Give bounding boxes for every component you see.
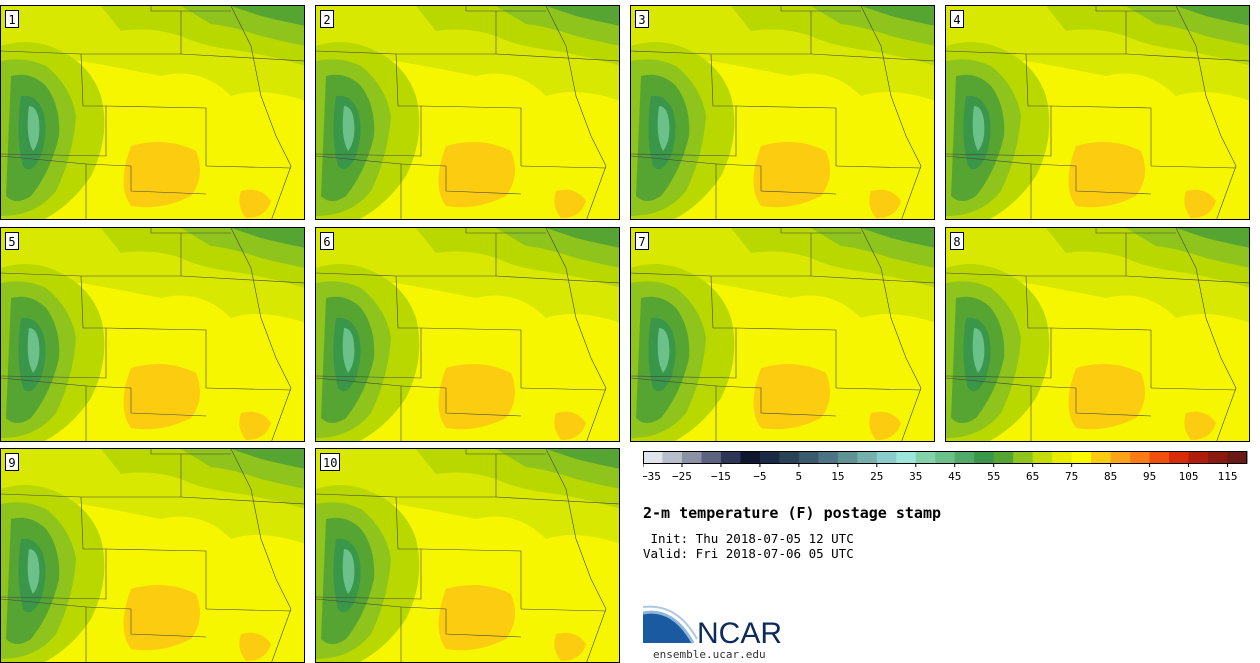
member-number-label: 10 bbox=[320, 453, 341, 471]
ncar-logo: NCAR bbox=[643, 605, 782, 647]
colorbar-tick-label: 25 bbox=[870, 470, 883, 483]
colorbar-tick-label: −25 bbox=[672, 470, 692, 483]
ensemble-member-panel: 8 bbox=[945, 227, 1250, 442]
colorbar-tick-label: 15 bbox=[831, 470, 844, 483]
member-number-label: 1 bbox=[5, 10, 19, 28]
colorbar-segment bbox=[818, 451, 839, 464]
colorbar-tick-label: 35 bbox=[909, 470, 922, 483]
colorbar-segment bbox=[1227, 451, 1248, 464]
ensemble-member-panel: 3 bbox=[630, 5, 935, 220]
colorbar-segment bbox=[720, 451, 741, 464]
colorbar-segment bbox=[1013, 451, 1034, 464]
site-url: ensemble.ucar.edu bbox=[653, 648, 766, 661]
colorbar-tick-label: 85 bbox=[1104, 470, 1117, 483]
colorbar-tick-label: −15 bbox=[711, 470, 731, 483]
ensemble-member-panel: 7 bbox=[630, 227, 935, 442]
temperature-colorbar: −35 −25 −15 −5 5 15 25 35 45 55 65 75 85 95 105 115 bbox=[643, 451, 1248, 483]
colorbar-segment bbox=[1071, 451, 1092, 464]
colorbar-segment bbox=[1149, 451, 1170, 464]
chart-title: 2-m temperature (F) postage stamp bbox=[643, 504, 942, 522]
colorbar-segment bbox=[759, 451, 780, 464]
colorbar-segment bbox=[876, 451, 897, 464]
colorbar-tick-label: 105 bbox=[1179, 470, 1199, 483]
colorbar-tick-label: 95 bbox=[1143, 470, 1156, 483]
member-number-label: 8 bbox=[950, 232, 964, 250]
init-time: Init: Thu 2018-07-05 12 UTC bbox=[643, 531, 854, 546]
ensemble-member-panel: 10 bbox=[315, 448, 620, 663]
colorbar-segment bbox=[954, 451, 975, 464]
colorbar-segment bbox=[974, 451, 995, 464]
member-number-label: 9 bbox=[5, 453, 19, 471]
member-number-label: 6 bbox=[320, 232, 334, 250]
colorbar-tick-label: 5 bbox=[796, 470, 803, 483]
member-number-label: 7 bbox=[635, 232, 649, 250]
valid-time: Valid: Fri 2018-07-06 05 UTC bbox=[643, 546, 854, 561]
ensemble-member-panel: 1 bbox=[0, 5, 305, 220]
colorbar-segment bbox=[1208, 451, 1229, 464]
colorbar-segment bbox=[701, 451, 722, 464]
colorbar-tick-label: 45 bbox=[948, 470, 961, 483]
colorbar-segment bbox=[1188, 451, 1209, 464]
colorbar-segment bbox=[993, 451, 1014, 464]
colorbar-segment bbox=[837, 451, 858, 464]
member-number-label: 4 bbox=[950, 10, 964, 28]
colorbar-segment bbox=[896, 451, 917, 464]
colorbar-tick-label: 115 bbox=[1218, 470, 1238, 483]
ensemble-member-panel: 9 bbox=[0, 448, 305, 663]
colorbar-segment bbox=[643, 451, 663, 464]
colorbar-segment bbox=[779, 451, 800, 464]
colorbar-segment bbox=[1032, 451, 1053, 464]
ensemble-member-panel: 4 bbox=[945, 5, 1250, 220]
member-number-label: 5 bbox=[5, 232, 19, 250]
ncar-logo-text: NCAR bbox=[697, 617, 782, 647]
colorbar-tick-label: −5 bbox=[753, 470, 766, 483]
ensemble-member-panel: 2 bbox=[315, 5, 620, 220]
ensemble-member-panel: 5 bbox=[0, 227, 305, 442]
colorbar-segment bbox=[1169, 451, 1190, 464]
colorbar-tick-label: 75 bbox=[1065, 470, 1078, 483]
colorbar-segment bbox=[1110, 451, 1131, 464]
colorbar-tick-label: 65 bbox=[1026, 470, 1039, 483]
colorbar-segment bbox=[1091, 451, 1112, 464]
colorbar-segment bbox=[681, 451, 702, 464]
member-number-label: 2 bbox=[320, 10, 334, 28]
colorbar-tick-label: −35 bbox=[643, 470, 661, 483]
colorbar-segment bbox=[662, 451, 683, 464]
colorbar-segment bbox=[915, 451, 936, 464]
colorbar-tick-label: 55 bbox=[987, 470, 1000, 483]
colorbar-segment bbox=[1052, 451, 1073, 464]
colorbar-segment bbox=[857, 451, 878, 464]
ensemble-member-panel: 6 bbox=[315, 227, 620, 442]
member-number-label: 3 bbox=[635, 10, 649, 28]
colorbar-segment bbox=[935, 451, 956, 464]
colorbar-segment bbox=[740, 451, 761, 464]
colorbar-segment bbox=[798, 451, 819, 464]
colorbar-segment bbox=[1130, 451, 1151, 464]
